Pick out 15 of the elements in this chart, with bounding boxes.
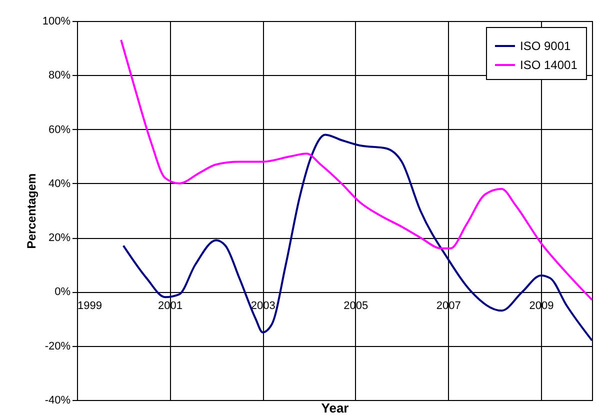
line-series	[122, 134, 593, 342]
y-tick-label: 60%	[48, 124, 71, 136]
y-tick-label: -40%	[44, 394, 71, 406]
x-axis-title: Year	[321, 400, 349, 415]
y-axis-title: Percentagem	[24, 173, 38, 249]
y-tick-label: 80%	[48, 70, 71, 82]
x-tick-label: 1999	[78, 300, 102, 312]
y-tick-label: -20%	[44, 340, 71, 352]
y-tick-label: 100%	[42, 16, 71, 28]
y-tick-label: 20%	[48, 232, 71, 244]
legend-label: ISO 9001	[520, 39, 572, 53]
legend-label: ISO 14001	[520, 58, 578, 72]
y-tick-label: 0%	[54, 286, 71, 298]
y-tick-label: 40%	[48, 178, 71, 190]
line-series	[120, 38, 593, 301]
